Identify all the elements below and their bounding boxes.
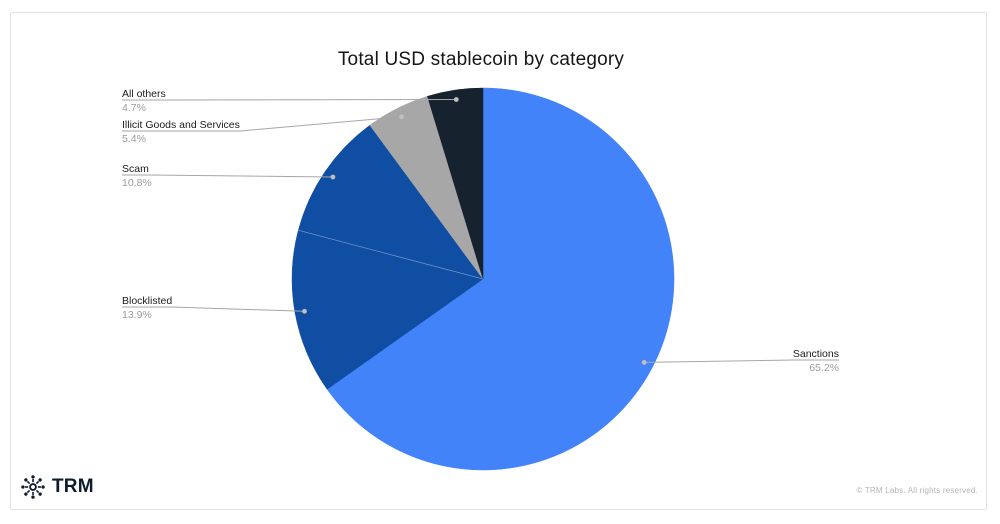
chart-title: Total USD stablecoin by category [337,49,625,70]
slice-label-pct: 5.4% [122,133,146,145]
slice-label-name: All others [122,88,166,100]
pie-slice-blocklisted[interactable] [291,229,484,390]
pie-slice-all-others[interactable] [427,87,484,280]
slice-label-pct: 13.9% [122,309,152,321]
copyright-text: © TRM Labs. All rights reserved. [856,486,978,495]
slice-label-illicit-goods-and-services: Illicit Goods and Services 5.4% [122,119,240,145]
slice-label-name: Illicit Goods and Services [122,119,240,131]
trm-snowflake-icon [21,475,45,499]
slice-label-sanctions: Sanctions 65.2% [793,348,839,374]
slice-label-pct: 10.8% [122,177,152,189]
slice-label-name: Sanctions [792,348,839,360]
trm-logo: TRM [20,474,94,500]
slice-label-blocklisted: Blocklisted 13.9% [122,295,172,321]
slice-label-pct: 65.2% [809,362,839,374]
slice-label-name: Blocklisted [122,295,173,307]
slice-label-pct: 4.7% [122,102,146,114]
slice-label-scam: Scam 10.8% [122,163,152,189]
slice-label-all-others: All others 4.7% [122,88,166,114]
trm-logo-text: TRM [52,476,94,497]
slice-label-name: Scam [122,163,149,175]
pie-slice-sanctions[interactable] [326,87,675,471]
